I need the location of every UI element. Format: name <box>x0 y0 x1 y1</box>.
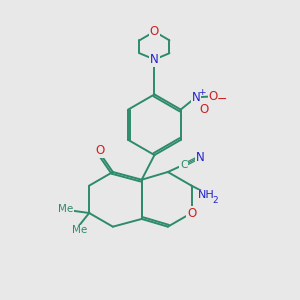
Text: N: N <box>192 91 200 103</box>
Text: Me: Me <box>72 225 87 235</box>
Text: O: O <box>150 25 159 38</box>
Text: O: O <box>209 90 218 103</box>
Text: O: O <box>95 144 105 157</box>
Text: −: − <box>217 93 227 106</box>
Text: N: N <box>150 53 159 66</box>
Text: O: O <box>187 206 196 220</box>
Text: Me: Me <box>58 204 73 214</box>
Text: 2: 2 <box>212 196 218 205</box>
Text: NH: NH <box>198 190 215 200</box>
Text: +: + <box>198 88 206 97</box>
Text: C: C <box>180 160 187 170</box>
Text: O: O <box>200 103 209 116</box>
Text: N: N <box>196 151 205 164</box>
